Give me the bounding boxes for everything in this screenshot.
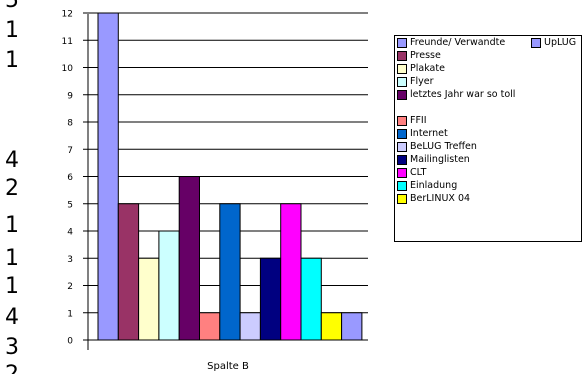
legend-swatch xyxy=(397,51,407,61)
side-number: 3 xyxy=(5,335,19,360)
side-number: 4 xyxy=(5,305,19,330)
side-number: 5 xyxy=(5,0,19,13)
y-tick-label: 5 xyxy=(67,200,73,210)
legend-swatch xyxy=(531,38,541,48)
legend-swatch xyxy=(397,77,407,87)
bar xyxy=(97,12,119,341)
y-tick-label: 9 xyxy=(67,91,73,101)
legend-swatch xyxy=(397,129,407,139)
chart-legend: Freunde/ Verwandte Presse Plakate Flyer letz… xyxy=(394,35,582,242)
legend-swatch xyxy=(397,194,407,204)
bar xyxy=(280,203,302,341)
legend-swatch xyxy=(397,38,407,48)
side-number: 2 xyxy=(5,176,19,201)
legend-label: UpLUG xyxy=(544,37,577,48)
y-tick-label: 10 xyxy=(62,64,74,74)
legend-label: CLT xyxy=(410,167,427,178)
side-number: 1 xyxy=(5,48,19,73)
y-tick-label: 12 xyxy=(62,10,73,20)
bar xyxy=(259,257,282,341)
side-number: 1 xyxy=(5,246,19,271)
legend-swatch xyxy=(397,168,407,178)
side-number: 2 xyxy=(0,364,24,374)
legend-label: BeLUG Treffen xyxy=(410,141,477,152)
bar xyxy=(158,230,180,341)
y-tick-label: 1 xyxy=(67,309,73,319)
bar xyxy=(117,203,140,341)
legend-swatch xyxy=(397,64,407,74)
bar xyxy=(138,257,160,341)
bar xyxy=(239,312,261,341)
y-tick-label: 7 xyxy=(67,146,73,156)
legend-swatch xyxy=(397,116,407,126)
legend-swatch xyxy=(397,90,407,100)
side-number: 1 xyxy=(5,18,19,43)
bar xyxy=(178,176,200,341)
legend-label: Einladung xyxy=(410,180,458,191)
x-axis-label: Spalte B xyxy=(207,361,249,372)
legend-label: Internet xyxy=(410,128,448,139)
legend-swatch xyxy=(397,181,407,191)
side-number: 4 xyxy=(5,148,19,173)
bar xyxy=(199,312,221,341)
bar xyxy=(219,203,241,341)
legend-label: Presse xyxy=(410,50,441,61)
legend-label: Mailinglisten xyxy=(410,154,470,165)
legend-swatch xyxy=(397,155,407,165)
y-tick-label: 11 xyxy=(62,37,73,47)
y-tick-label: 8 xyxy=(67,119,73,129)
legend-label: letztes Jahr war so toll xyxy=(410,89,516,100)
bar xyxy=(341,312,363,341)
y-tick-label: 3 xyxy=(67,255,73,265)
side-number-column: 5 1 1 4 2 1 1 1 4 3 2 xyxy=(0,0,30,374)
y-tick-label: 0 xyxy=(67,337,73,347)
bar xyxy=(320,312,343,341)
bar xyxy=(300,257,322,341)
legend-swatch xyxy=(397,142,407,152)
y-tick-label: 2 xyxy=(67,282,73,292)
y-tick-label: 4 xyxy=(67,228,73,238)
legend-label: BerLINUX 04 xyxy=(410,193,471,204)
legend-label: Flyer xyxy=(410,76,434,87)
side-number: 1 xyxy=(5,213,19,238)
y-tick-label: 6 xyxy=(67,173,73,183)
side-number: 1 xyxy=(5,274,19,299)
bars xyxy=(97,12,363,341)
legend-label: FFII xyxy=(410,115,427,126)
legend-label: Freunde/ Verwandte xyxy=(410,37,506,48)
legend-label: Plakate xyxy=(410,63,445,74)
